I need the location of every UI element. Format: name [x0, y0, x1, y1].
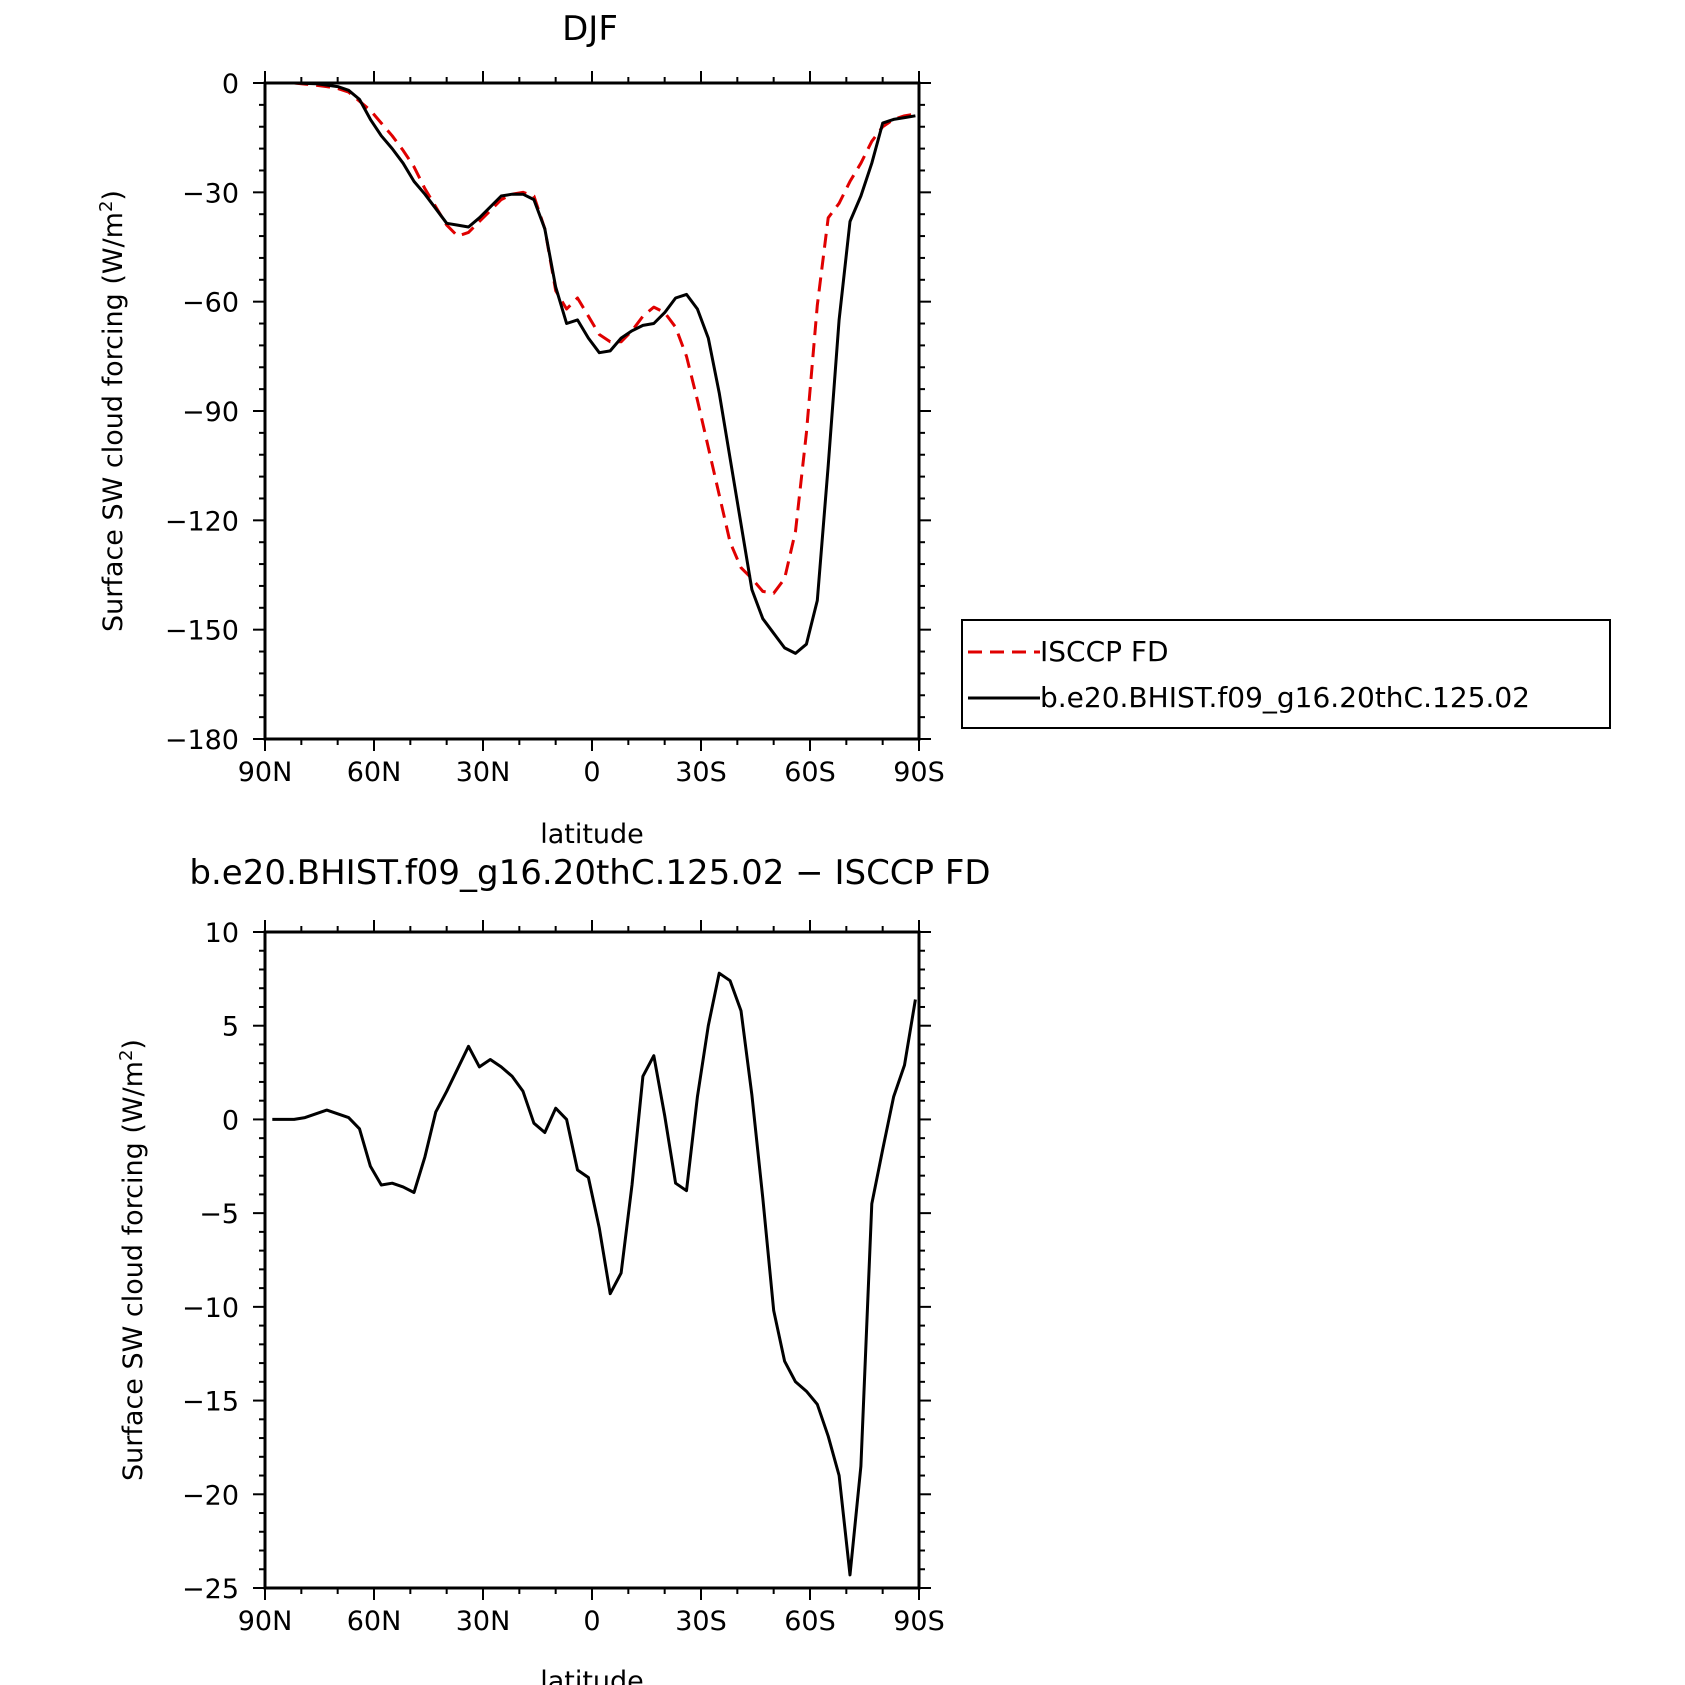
- bottom-y-tick-label: −25: [182, 1574, 239, 1605]
- top-x-tick-label: 30N: [456, 757, 511, 788]
- top-y-tick-label: 0: [222, 69, 239, 100]
- legend-box: [961, 619, 1611, 729]
- top-x-tick-label: 0: [583, 757, 600, 788]
- top-title: DJF: [562, 9, 618, 49]
- legend-label-isccp: ISCCP FD: [1040, 635, 1169, 668]
- top-x-tick-label: 30S: [675, 757, 727, 788]
- bottom-y-tick-label: −10: [182, 1293, 239, 1324]
- bottom-title: b.e20.BHIST.f09_g16.20thC.125.02 − ISCCP…: [189, 853, 990, 893]
- top-x-tick-label: 90S: [893, 757, 945, 788]
- bottom-x-tick-label: 30N: [456, 1606, 511, 1637]
- legend: ISCCP FD b.e20.BHIST.f09_g16.20thC.125.0…: [961, 619, 1611, 729]
- bottom-y-tick-label: 5: [222, 1012, 239, 1043]
- top-x-axis-label: latitude: [540, 819, 644, 850]
- top-y-tick-label: −150: [165, 616, 239, 647]
- bottom-x-tick-label: 60S: [784, 1606, 836, 1637]
- top-y-tick-label: −180: [165, 725, 239, 756]
- bottom-y-tick-label: −15: [182, 1387, 239, 1418]
- top-y-tick-label: −30: [182, 178, 239, 209]
- bottom-y-tick-label: 10: [205, 918, 239, 949]
- bottom-axes: 90N 60N 30N 0 30S 60S 90S 10 5 0 −5 −10 −15 −20 −25: [182, 918, 945, 1637]
- bottom-series-line-0: [272, 971, 917, 1577]
- top-series-line-0: [272, 81, 916, 595]
- bottom-y-tick-label: 0: [222, 1105, 239, 1136]
- top-series-group: [272, 81, 916, 655]
- legend-label-model: b.e20.BHIST.f09_g16.20thC.125.02: [1040, 681, 1530, 714]
- bottom-series-group: [272, 971, 917, 1577]
- top-y-tick-label: −120: [165, 506, 239, 537]
- top-series-line-1: [272, 81, 916, 655]
- top-panel: DJF 90N 60N 30N 0 30S 60S 90S 0 −30 −60 −90 −120 −15…: [96, 9, 945, 850]
- top-x-tick-label: 60N: [347, 757, 402, 788]
- bottom-plot-frame: [263, 930, 921, 1590]
- top-x-tick-label: 90N: [238, 757, 293, 788]
- bottom-x-axis-label: latitude: [540, 1666, 644, 1685]
- bottom-x-tick-label: 60N: [347, 1606, 402, 1637]
- bottom-x-tick-label: 90S: [893, 1606, 945, 1637]
- top-y-axis-label: Surface SW cloud forcing (W/m2): [96, 190, 130, 632]
- bottom-x-tick-label: 30S: [675, 1606, 727, 1637]
- top-y-tick-label: −60: [182, 288, 239, 319]
- top-axes: 90N 60N 30N 0 30S 60S 90S 0 −30 −60 −90 −120 −150 −18…: [165, 69, 945, 788]
- top-x-tick-label: 60S: [784, 757, 836, 788]
- bottom-panel: b.e20.BHIST.f09_g16.20thC.125.02 − ISCCP…: [116, 853, 991, 1685]
- top-plot-frame: [263, 81, 921, 741]
- bottom-y-axis-label: Surface SW cloud forcing (W/m2): [116, 1039, 150, 1481]
- top-y-tick-label: −90: [182, 397, 239, 428]
- bottom-y-tick-label: −20: [182, 1480, 239, 1511]
- bottom-x-tick-label: 0: [583, 1606, 600, 1637]
- bottom-y-tick-label: −5: [199, 1199, 239, 1230]
- bottom-x-tick-label: 90N: [238, 1606, 293, 1637]
